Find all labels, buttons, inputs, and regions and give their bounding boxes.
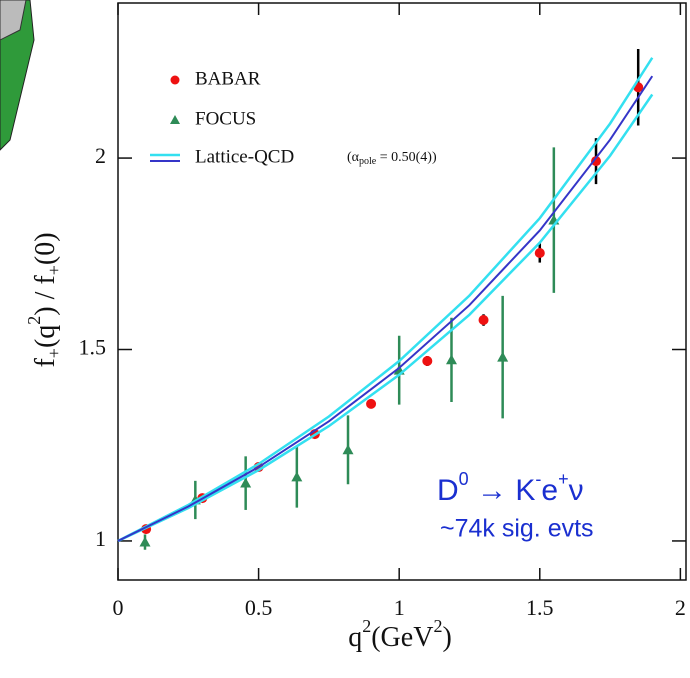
reaction-part: + xyxy=(558,469,569,489)
x-label-part: q xyxy=(348,622,362,653)
reaction-part: 0 xyxy=(459,469,469,489)
x-tick-label: 2 xyxy=(675,595,686,620)
y-tick-label: 1.5 xyxy=(79,335,107,360)
data-point xyxy=(291,471,303,482)
central-curve xyxy=(117,75,654,542)
x-axis-label: q2(GeV2) xyxy=(348,616,452,653)
legend-note-part: (α xyxy=(347,150,360,165)
data-point xyxy=(478,315,489,326)
reaction-label: D0 → K-e+ν xyxy=(437,469,584,507)
data-point xyxy=(139,536,151,547)
legend-label: BABAR xyxy=(195,68,261,89)
band-lower xyxy=(117,93,654,543)
legend-note: (αpole = 0.50(4)) xyxy=(347,150,437,167)
legend-swatch xyxy=(170,115,180,124)
x-label-part: ) xyxy=(442,622,451,653)
x-tick-label: 1 xyxy=(394,595,405,620)
data-point xyxy=(445,354,457,365)
y-label-part: ) / f xyxy=(30,275,61,316)
data-point xyxy=(240,477,252,488)
data-point xyxy=(497,351,509,362)
x-tick-label: 1.5 xyxy=(526,595,554,620)
data-point xyxy=(591,156,602,167)
y-label-part: (q xyxy=(30,325,61,348)
legend-note-part: = 0.50(4)) xyxy=(376,150,437,165)
x-label-part: 2 xyxy=(362,616,371,636)
reaction-part: e xyxy=(541,474,558,507)
x-tick-label: 0 xyxy=(113,595,124,620)
cartoon xyxy=(0,0,35,151)
y-label-part: + xyxy=(44,265,64,275)
x-label-part: (GeV xyxy=(371,622,433,653)
y-label-part: + xyxy=(44,348,64,358)
y-label-part: f xyxy=(30,358,61,368)
x-tick-label: 0.5 xyxy=(245,595,273,620)
band-upper xyxy=(117,57,654,543)
x-label-part: 2 xyxy=(433,616,442,636)
plot-area: 0 0.5 1 1.5 2 1 1.5 2 xyxy=(79,3,686,620)
reaction-part: ν xyxy=(569,474,584,507)
data-point xyxy=(534,248,545,259)
cartoon-head xyxy=(0,0,27,41)
reaction-part: → K xyxy=(469,474,536,507)
plot-frame xyxy=(117,2,687,581)
y-tick-label: 2 xyxy=(95,143,106,168)
y-axis-label: f+(q2) / f+(0) xyxy=(24,232,64,367)
annotation-box xyxy=(410,462,672,546)
y-tick-label: 1 xyxy=(95,526,106,551)
data-point xyxy=(366,398,377,409)
data-point xyxy=(342,444,354,455)
y-label-part: (0) xyxy=(30,232,61,265)
events-label: ~74k sig. evts xyxy=(440,515,594,543)
legend-swatch xyxy=(170,75,180,85)
y-label-part: 2 xyxy=(24,316,44,325)
legend-note-part: pole xyxy=(359,156,377,167)
data-point xyxy=(422,355,433,366)
legend-label: Lattice-QCD xyxy=(195,146,294,167)
legend-label: FOCUS xyxy=(195,108,256,129)
reaction-part: - xyxy=(535,469,541,489)
reaction-part: D xyxy=(437,474,459,507)
